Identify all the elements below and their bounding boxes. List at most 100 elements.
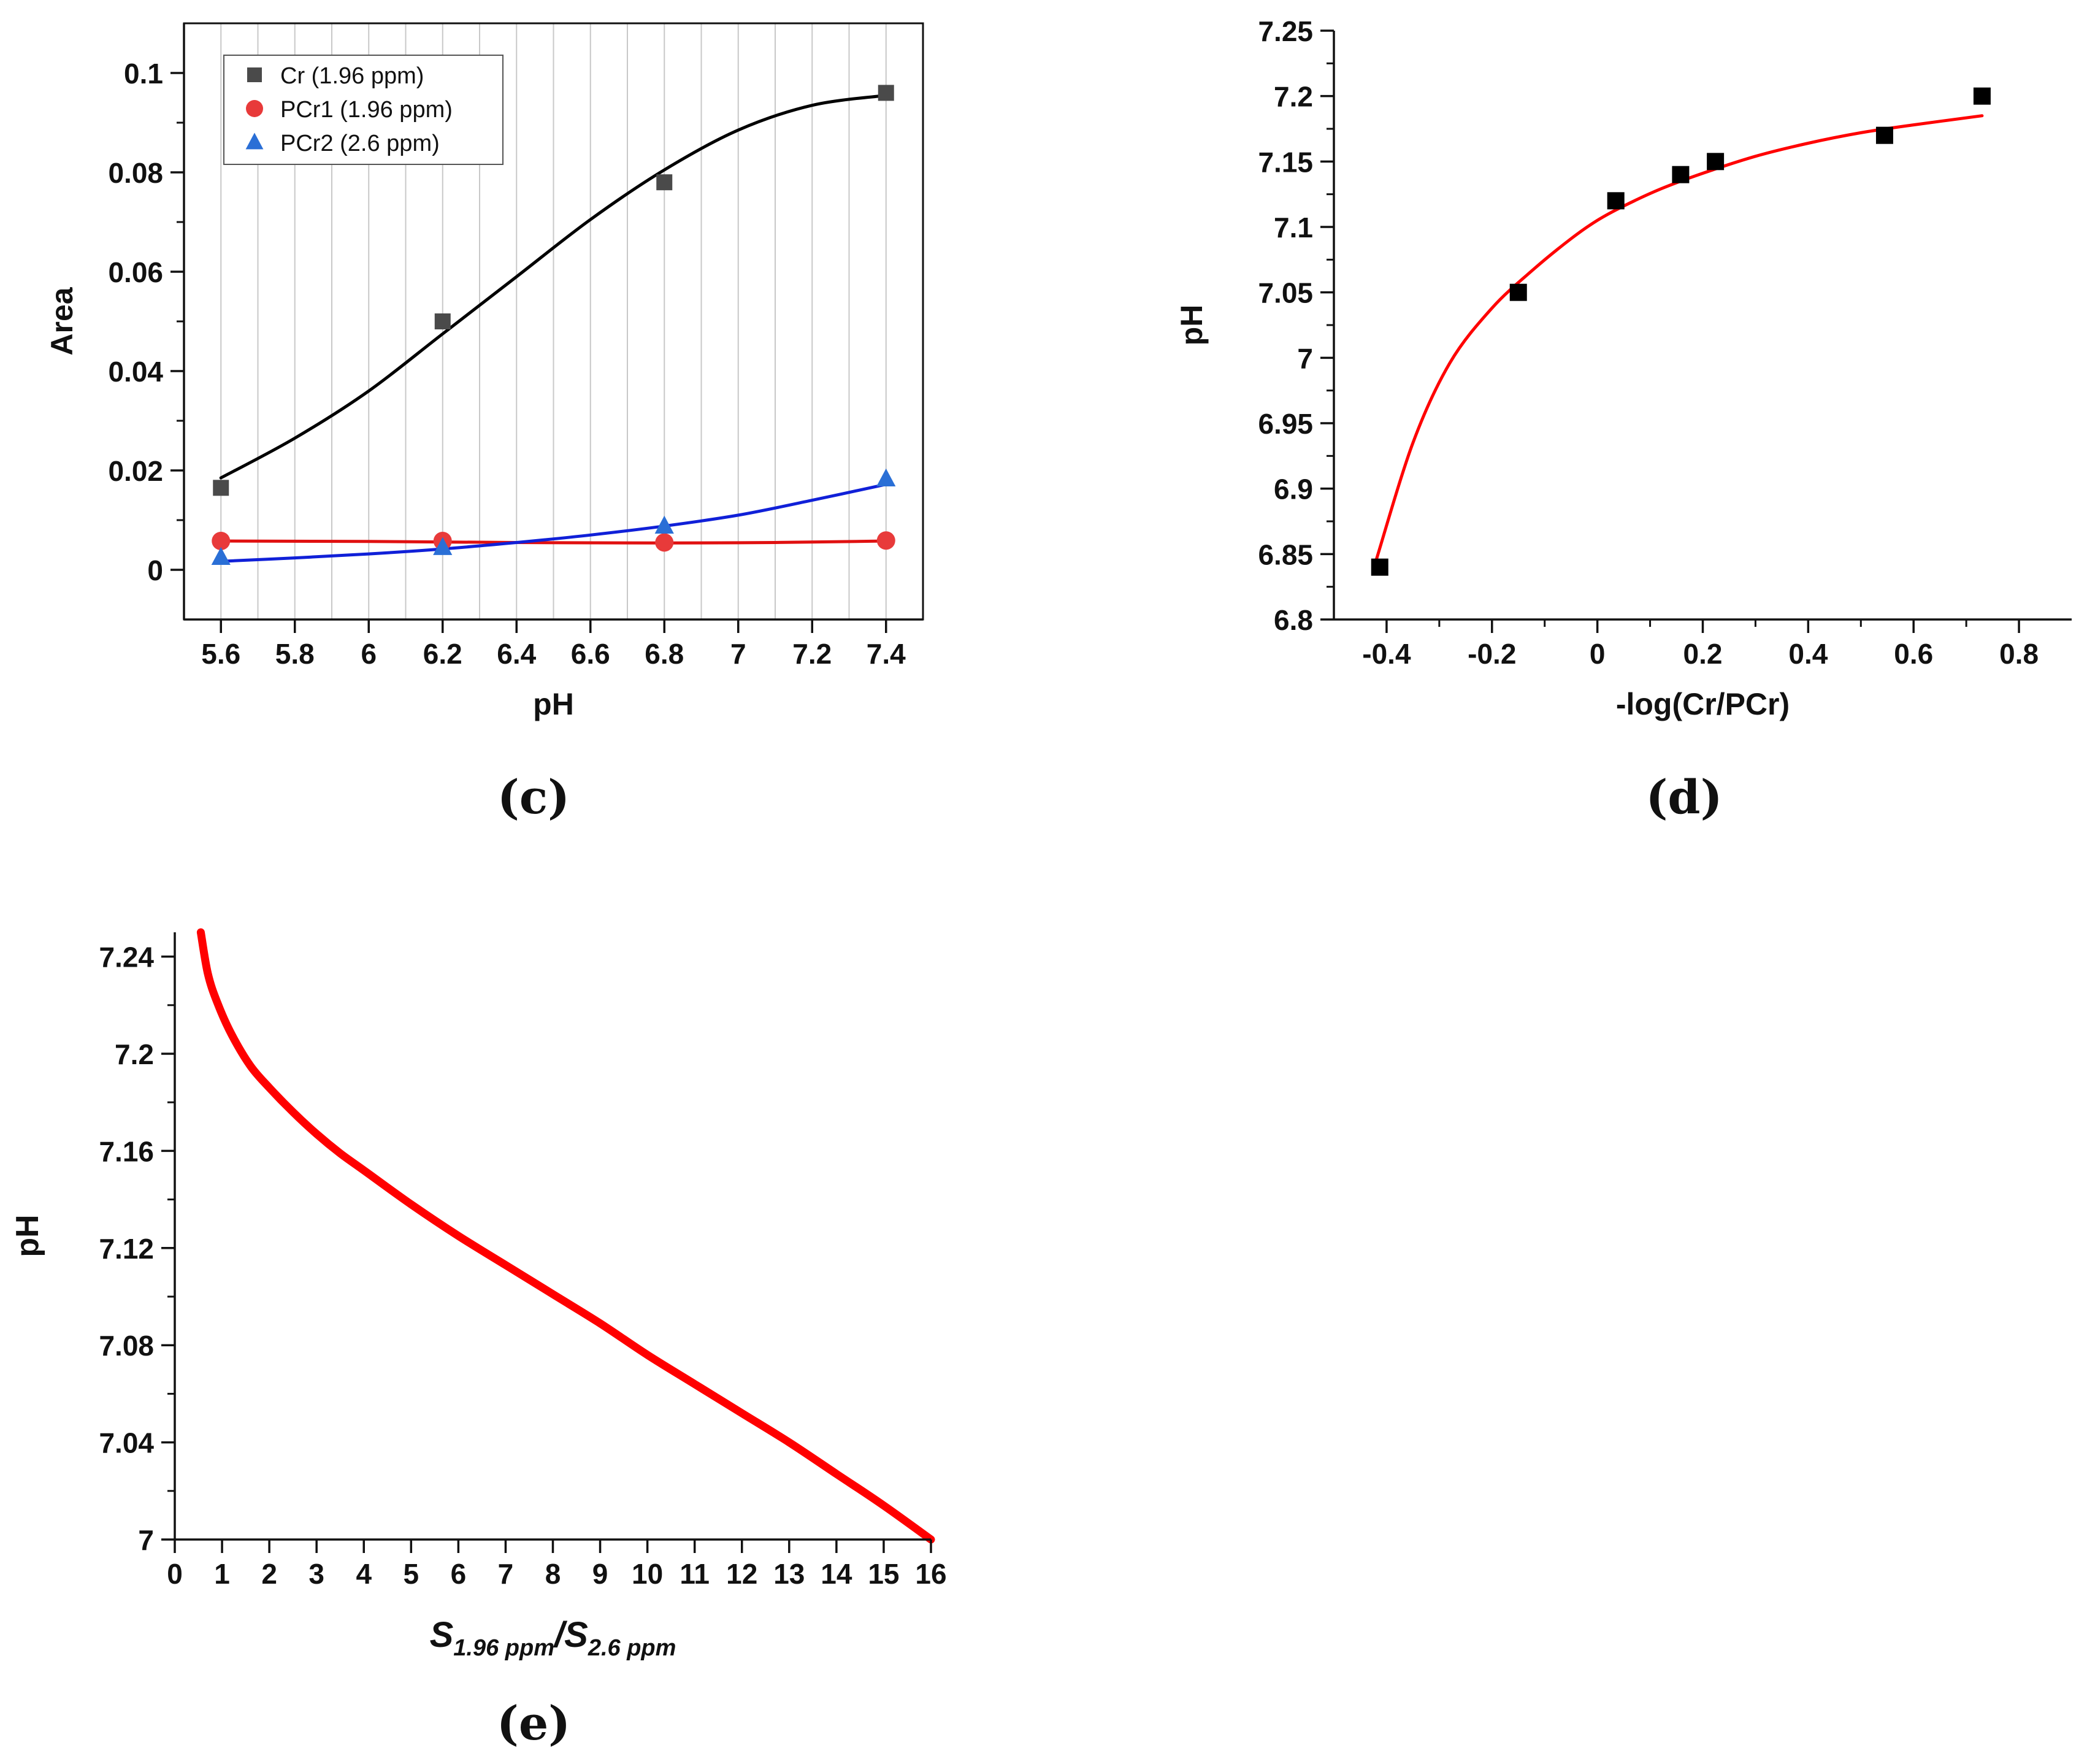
data-point bbox=[213, 480, 229, 496]
x-tick-label: 7.4 bbox=[867, 638, 906, 670]
chart-d-x-axis: -0.4 -0.2 0 0.2 0.4 0.6 0.8 bbox=[1334, 618, 2072, 670]
y-tick-label: 7.12 bbox=[99, 1233, 154, 1265]
chart-e-x-axis: 0 1 2 3 4 5 6 7 8 9 10 11 12 13 14 15 16 bbox=[167, 1538, 947, 1590]
x-tick-label: 0 bbox=[167, 1558, 183, 1590]
chart-c-y-axis: 0 0.02 0.04 0.06 0.08 0.1 bbox=[108, 23, 185, 619]
x-tick-label: 6 bbox=[451, 1558, 467, 1590]
x-tick-label: 0.6 bbox=[1894, 638, 1933, 670]
x-tick-label: 5.8 bbox=[275, 638, 315, 670]
y-tick-label: 6.85 bbox=[1258, 539, 1313, 570]
x-tick-label: 14 bbox=[821, 1558, 852, 1590]
legend-marker bbox=[247, 67, 262, 82]
data-point bbox=[1672, 166, 1690, 183]
chart-d-y-axis: 6.8 6.85 6.9 6.95 7 7.05 7.1 7.15 7.2 7.25 bbox=[1258, 15, 1335, 636]
y-tick-label: 0.06 bbox=[108, 256, 163, 288]
x-tick-label: 6 bbox=[361, 638, 377, 670]
chart-c: 5.6 5.8 6 6.2 6.4 6.6 6.8 7 7.2 7.4 0 0.02 0.04 0.06… bbox=[45, 22, 924, 721]
data-point bbox=[1509, 283, 1527, 301]
x-tick-label: 15 bbox=[868, 1558, 899, 1590]
caption-d: (d) bbox=[1645, 770, 1723, 824]
x-label-s1: S bbox=[430, 1615, 454, 1655]
y-tick-label: 6.9 bbox=[1274, 474, 1313, 505]
y-tick-label: 7.16 bbox=[99, 1135, 154, 1167]
data-point bbox=[876, 468, 896, 487]
chart-e-curve bbox=[196, 928, 935, 1544]
chart-d-markers bbox=[1371, 87, 1991, 576]
x-tick-label: -0.2 bbox=[1468, 638, 1516, 670]
y-tick-label: 7.15 bbox=[1258, 146, 1313, 178]
data-point bbox=[878, 85, 894, 101]
data-point bbox=[1875, 126, 1893, 144]
data-point bbox=[1371, 558, 1388, 576]
y-tick-label: 7.2 bbox=[115, 1038, 154, 1070]
chart-e: 0 1 2 3 4 5 6 7 8 9 10 11 12 13 14 15 16 77.047.087.127.… bbox=[10, 928, 947, 1661]
y-tick-label: 7.24 bbox=[99, 941, 154, 973]
x-tick-label: 7 bbox=[498, 1558, 514, 1590]
x-tick-label: 10 bbox=[632, 1558, 663, 1590]
chart-e-y-axis: 7 7.04 7.08 7.12 7.16 7.2 7.24 bbox=[99, 932, 176, 1556]
y-tick-label: 7 bbox=[138, 1524, 154, 1556]
caption-c: (c) bbox=[497, 770, 570, 824]
chart-d-y-label: pH bbox=[1174, 305, 1209, 346]
data-point bbox=[211, 546, 231, 566]
x-tick-label: 2 bbox=[261, 1558, 277, 1590]
x-tick-label: 7 bbox=[730, 638, 746, 670]
y-tick-label: 7.04 bbox=[99, 1427, 154, 1459]
data-point bbox=[876, 531, 895, 550]
data-point bbox=[434, 313, 451, 329]
y-tick-label: 0.04 bbox=[108, 356, 163, 388]
chart-c-markers bbox=[211, 85, 896, 566]
chart-d: -0.4 -0.2 0 0.2 0.4 0.6 0.8 6.8 6.85 6.9 6.95 7 7.0… bbox=[1174, 15, 2072, 721]
x-tick-label: 3 bbox=[308, 1558, 324, 1590]
x-tick-label: 5 bbox=[404, 1558, 419, 1590]
legend-label: Cr (1.96 ppm) bbox=[280, 63, 424, 89]
x-tick-label: 13 bbox=[773, 1558, 805, 1590]
y-tick-label: 0.08 bbox=[108, 157, 163, 189]
y-tick-label: 0.1 bbox=[124, 58, 163, 90]
data-point bbox=[1973, 87, 1991, 105]
x-tick-label: 6.2 bbox=[423, 638, 462, 670]
x-label-s2: S bbox=[564, 1615, 588, 1655]
x-tick-label: 0.4 bbox=[1788, 638, 1828, 670]
legend-marker bbox=[246, 100, 263, 117]
chart-d-x-label: -log(Cr/PCr) bbox=[1616, 687, 1790, 721]
data-point bbox=[655, 533, 674, 552]
x-tick-label: -0.4 bbox=[1362, 638, 1411, 670]
data-point bbox=[656, 174, 673, 191]
chart-e-x-label: S1.96 ppm/S2.6 ppm bbox=[430, 1615, 676, 1661]
y-tick-label: 7.1 bbox=[1274, 212, 1313, 244]
fit-line bbox=[219, 539, 888, 545]
x-tick-label: 7.2 bbox=[792, 638, 832, 670]
chart-c-legend-box bbox=[223, 55, 504, 165]
chart-c-y-label: Area bbox=[45, 286, 79, 355]
legend-label: PCr1 (1.96 ppm) bbox=[280, 97, 453, 123]
x-tick-label: 8 bbox=[545, 1558, 561, 1590]
x-tick-label: 1 bbox=[214, 1558, 230, 1590]
x-tick-label: 16 bbox=[915, 1558, 946, 1590]
x-tick-label: 5.6 bbox=[201, 638, 240, 670]
data-point bbox=[654, 515, 674, 534]
x-tick-label: 9 bbox=[592, 1558, 608, 1590]
x-tick-label: 6.8 bbox=[645, 638, 684, 670]
x-tick-label: 0.8 bbox=[1999, 638, 2039, 670]
x-tick-label: 6.6 bbox=[571, 638, 610, 670]
chart-c-x-label: pH bbox=[533, 687, 574, 721]
y-tick-label: 6.95 bbox=[1258, 408, 1313, 440]
caption-e: (e) bbox=[496, 1696, 571, 1751]
x-tick-label: 11 bbox=[680, 1558, 710, 1590]
y-tick-label: 6.8 bbox=[1274, 604, 1313, 636]
data-point bbox=[1607, 192, 1625, 210]
chart-c-x-axis: 5.6 5.8 6 6.2 6.4 6.6 6.8 7 7.2 7.4 bbox=[184, 618, 923, 670]
chart-e-y-label: pH bbox=[10, 1214, 45, 1257]
chart-c-fit-lines bbox=[219, 94, 888, 563]
y-tick-label: 7.05 bbox=[1258, 277, 1313, 309]
fit-line bbox=[219, 94, 888, 480]
x-tick-label: 12 bbox=[726, 1558, 757, 1590]
x-label-sub2: 2.6 ppm bbox=[588, 1635, 676, 1661]
fit-line bbox=[219, 483, 888, 563]
x-tick-label: 0.2 bbox=[1683, 638, 1723, 670]
data-point bbox=[1707, 153, 1725, 171]
data-point bbox=[433, 537, 453, 555]
x-tick-label: 0 bbox=[1590, 638, 1606, 670]
y-tick-label: 7.2 bbox=[1274, 81, 1313, 113]
